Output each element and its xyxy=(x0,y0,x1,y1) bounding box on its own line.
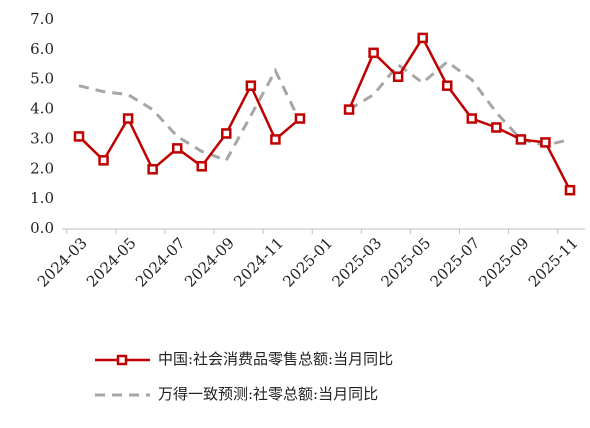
series-line xyxy=(78,82,301,172)
x-tick-label: 2025-07 xyxy=(427,234,484,291)
data-point xyxy=(122,113,134,124)
x-tick-label: 2024-03 xyxy=(34,234,91,291)
data-point xyxy=(147,164,158,175)
series-line xyxy=(348,59,571,147)
x-tick-label: 2024-07 xyxy=(132,234,189,291)
data-point xyxy=(245,80,257,91)
y-tick-label: 5.0 xyxy=(30,70,54,88)
x-tick-label: 2025-01 xyxy=(279,234,336,291)
data-point xyxy=(515,134,527,145)
x-tick-label: 2025-11 xyxy=(525,234,582,291)
x-tick-label: 2025-05 xyxy=(378,234,435,291)
data-point xyxy=(171,143,183,154)
data-point xyxy=(73,131,85,142)
data-point xyxy=(392,71,404,82)
legend-label: 万得一致预测:社零总额:当月同比 xyxy=(158,385,378,403)
x-tick-label: 2024-09 xyxy=(181,234,238,291)
data-point xyxy=(270,134,281,145)
x-tick-label: 2025-03 xyxy=(328,234,385,291)
y-tick-label: 2.0 xyxy=(30,159,54,177)
x-tick-label: 2024-05 xyxy=(83,234,140,291)
y-tick-label: 7.0 xyxy=(30,10,54,28)
y-tick-label: 3.0 xyxy=(30,129,54,147)
legend-marker xyxy=(116,354,128,366)
y-tick-label: 6.0 xyxy=(30,40,54,58)
data-point xyxy=(491,122,502,133)
data-point xyxy=(442,80,453,91)
data-point xyxy=(466,113,478,124)
x-tick-label: 2025-09 xyxy=(476,234,533,291)
x-tick-label: 2024-11 xyxy=(230,234,287,291)
series-line xyxy=(78,67,302,163)
data-point xyxy=(368,47,379,59)
data-point xyxy=(417,32,428,44)
data-point xyxy=(196,161,207,172)
y-tick-label: 4.0 xyxy=(30,100,54,118)
legend-label: 中国:社会消费品零售总额:当月同比 xyxy=(158,350,393,368)
data-point xyxy=(343,104,355,115)
y-tick-label: 1.0 xyxy=(30,189,54,207)
data-point xyxy=(564,184,576,196)
data-point xyxy=(221,128,232,139)
series-line xyxy=(347,35,572,191)
data-point xyxy=(294,113,306,124)
data-point xyxy=(98,155,109,166)
data-point xyxy=(540,137,551,148)
y-tick-label: 0.0 xyxy=(30,219,54,237)
